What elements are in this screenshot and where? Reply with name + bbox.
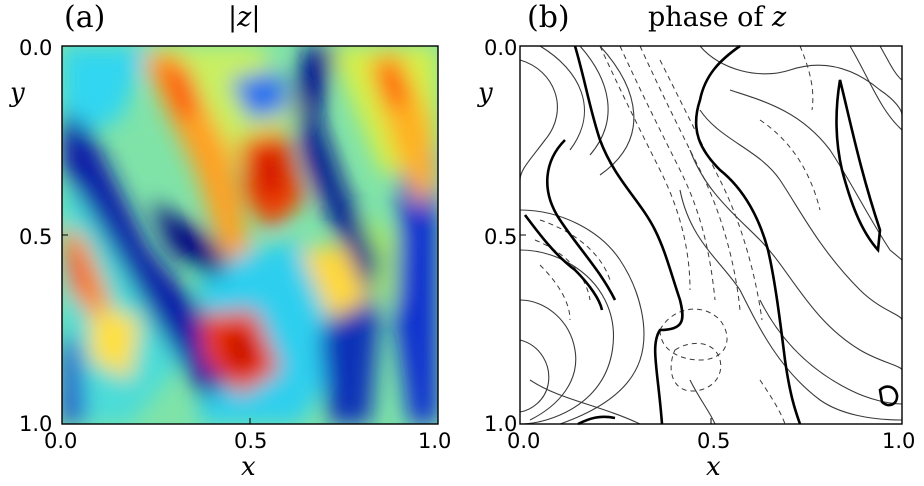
panel-a-ytick-2: 1.0 xyxy=(19,412,53,436)
panel-a-ytick-0: 0.0 xyxy=(19,36,53,60)
panel-b-ytick-0: 0.0 xyxy=(484,36,518,60)
panel-b-xtick-0: 0.0 xyxy=(507,429,541,453)
panel-a-ticks xyxy=(61,45,439,425)
heatmap-magnitude xyxy=(62,46,438,424)
contour-phase xyxy=(519,44,903,426)
panel-a-title: |z| xyxy=(228,2,261,33)
panel-a-xlabel: x xyxy=(241,452,256,482)
panel-a-letter: (a) xyxy=(64,0,106,35)
panel-b-xlabel: x xyxy=(706,452,721,482)
heatmap-field xyxy=(62,46,438,424)
panel-a-ylabel: y xyxy=(10,78,25,108)
panel-b-title: phase of z xyxy=(648,2,787,33)
contour-thick-lines xyxy=(523,44,899,426)
panel-a-xtick-2: 1.0 xyxy=(418,429,452,453)
panel-b-ticks xyxy=(519,45,903,425)
contour-dashed-lines xyxy=(534,45,821,425)
panel-a-ytick-1: 0.5 xyxy=(19,225,53,249)
contour-background xyxy=(520,46,902,424)
panel-b-ytick-1: 0.5 xyxy=(484,225,518,249)
panel-b-xtick-2: 1.0 xyxy=(882,429,916,453)
panel-b-ylabel: y xyxy=(478,78,493,108)
panel-b-xtick-1: 0.5 xyxy=(697,429,731,453)
panel-b-ytick-2: 1.0 xyxy=(484,412,518,436)
panel-a-xtick-1: 0.5 xyxy=(234,429,268,453)
panel-a-xtick-0: 0.0 xyxy=(44,429,78,453)
panel-b-letter: (b) xyxy=(527,0,570,35)
